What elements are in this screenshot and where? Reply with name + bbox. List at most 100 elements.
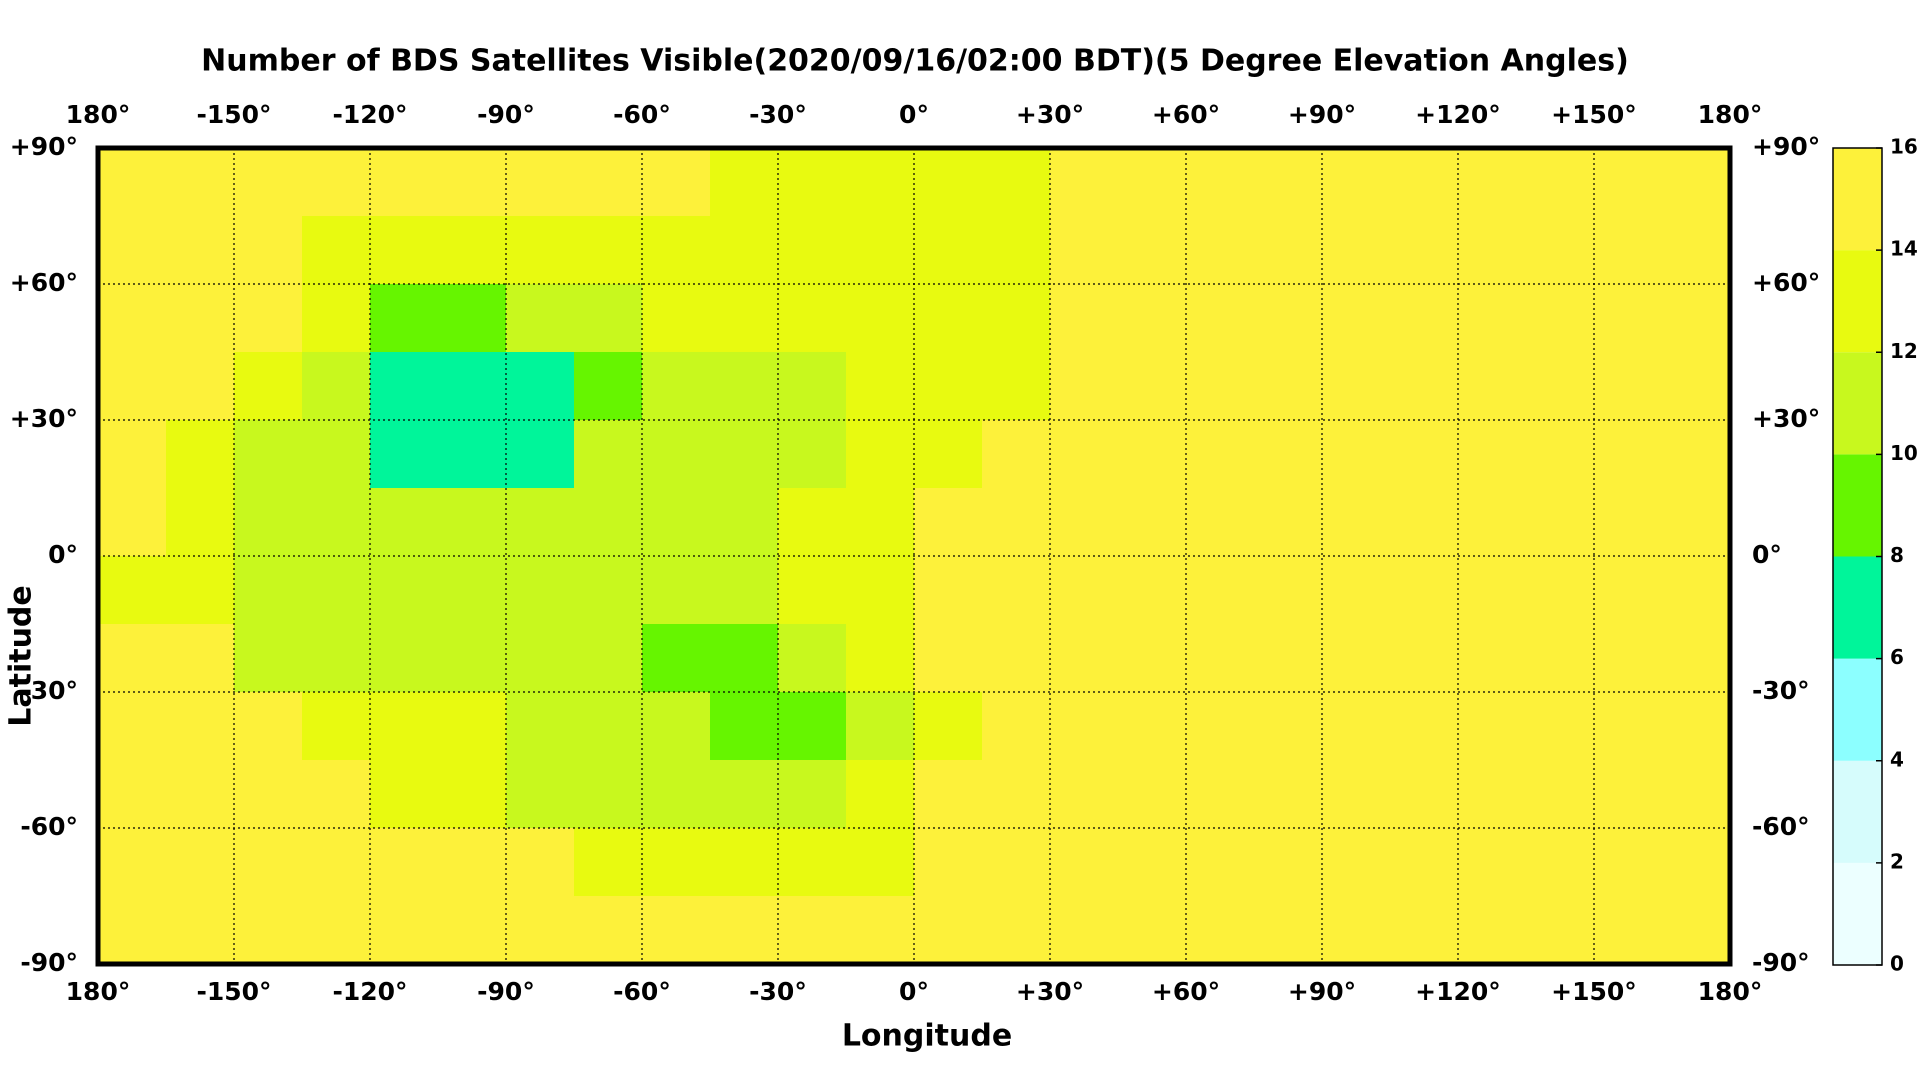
- heatmap-cell: [1118, 624, 1187, 693]
- chart-title: Number of BDS Satellites Visible(2020/09…: [201, 44, 1629, 79]
- x-tick-label-top: -150°: [196, 100, 271, 129]
- heatmap-cell: [1390, 420, 1459, 489]
- heatmap-cell: [846, 692, 915, 761]
- heatmap-cell: [1458, 148, 1527, 217]
- heatmap-cell: [1526, 488, 1595, 557]
- heatmap-cell: [438, 284, 507, 353]
- heatmap-cell: [370, 488, 439, 557]
- heatmap-cell: [1118, 488, 1187, 557]
- heatmap-cell: [166, 624, 235, 693]
- heatmap-cell: [1662, 148, 1731, 217]
- x-tick-label-top: -90°: [477, 100, 535, 129]
- heatmap-cell: [98, 828, 167, 897]
- heatmap-cell: [506, 692, 575, 761]
- x-tick-label: -90°: [477, 977, 535, 1006]
- heatmap-cell: [1526, 692, 1595, 761]
- heatmap-cell: [234, 692, 303, 761]
- heatmap-cell: [1390, 216, 1459, 285]
- heatmap-cell: [574, 828, 643, 897]
- heatmap-cell: [1186, 692, 1255, 761]
- heatmap-cell: [846, 420, 915, 489]
- heatmap-cell: [642, 692, 711, 761]
- heatmap-cell: [1458, 624, 1527, 693]
- heatmap-cell: [1050, 692, 1119, 761]
- heatmap-cell: [1526, 556, 1595, 625]
- heatmap-cell: [234, 352, 303, 421]
- y-tick-label-right: +60°: [1752, 268, 1820, 297]
- heatmap-cell: [642, 760, 711, 829]
- heatmap-cell: [234, 284, 303, 353]
- colorbar-label: 0: [1890, 952, 1904, 976]
- heatmap-cell: [1662, 896, 1731, 965]
- heatmap-cell: [914, 556, 983, 625]
- x-tick-label: 0°: [899, 977, 929, 1006]
- heatmap-cell: [1390, 352, 1459, 421]
- y-tick-label: +60°: [10, 268, 78, 297]
- heatmap-cell: [98, 624, 167, 693]
- colorbar-swatch: [1833, 862, 1882, 965]
- heatmap-cell: [846, 624, 915, 693]
- heatmap-cell: [1322, 352, 1391, 421]
- heatmap-cell: [1118, 352, 1187, 421]
- x-tick-label-top: +60°: [1152, 100, 1220, 129]
- heatmap-cell: [166, 352, 235, 421]
- heatmap-cell: [982, 420, 1051, 489]
- y-axis-label: Latitude: [4, 585, 39, 727]
- heatmap-cell: [1186, 488, 1255, 557]
- colorbar-swatch: [1833, 148, 1882, 251]
- heatmap-cell: [710, 216, 779, 285]
- heatmap-cell: [166, 692, 235, 761]
- heatmap-cell: [1050, 760, 1119, 829]
- heatmap-cell: [234, 896, 303, 965]
- colorbar-label: 6: [1890, 645, 1904, 669]
- heatmap-cell: [642, 148, 711, 217]
- heatmap-cell: [438, 216, 507, 285]
- heatmap-cell: [98, 556, 167, 625]
- heatmap-cell: [1390, 488, 1459, 557]
- heatmap-cell: [1050, 420, 1119, 489]
- heatmap-cell: [234, 624, 303, 693]
- y-tick-label: -90°: [20, 948, 78, 977]
- heatmap-cell: [914, 488, 983, 557]
- heatmap-cell: [710, 284, 779, 353]
- heatmap-cell: [1662, 760, 1731, 829]
- heatmap-cell: [1254, 692, 1323, 761]
- y-tick-label-right: +90°: [1752, 132, 1820, 161]
- x-tick-label-top: +150°: [1551, 100, 1637, 129]
- heatmap-cell: [1526, 828, 1595, 897]
- heatmap-cell: [1458, 828, 1527, 897]
- heatmap-cell: [370, 624, 439, 693]
- heatmap-cell: [642, 828, 711, 897]
- heatmap-cell: [1458, 284, 1527, 353]
- heatmap-cell: [710, 624, 779, 693]
- heatmap-cell: [1322, 488, 1391, 557]
- heatmap-cell: [1254, 284, 1323, 353]
- heatmap-cell: [1526, 896, 1595, 965]
- heatmap-cell: [642, 420, 711, 489]
- x-tick-label: -120°: [332, 977, 407, 1006]
- heatmap-cell: [778, 216, 847, 285]
- heatmap-cell: [438, 692, 507, 761]
- colorbar-swatch: [1833, 556, 1882, 659]
- heatmap-cell: [846, 148, 915, 217]
- heatmap-cell: [1254, 896, 1323, 965]
- heatmap-cell: [1254, 352, 1323, 421]
- heatmap-cell: [370, 352, 439, 421]
- x-tick-label-top: 0°: [899, 100, 929, 129]
- heatmap-cell: [710, 148, 779, 217]
- heatmap-cell: [1186, 284, 1255, 353]
- heatmap-cell: [846, 488, 915, 557]
- heatmap-cell: [778, 488, 847, 557]
- heatmap-cell: [778, 420, 847, 489]
- x-tick-label-top: 180°: [1698, 100, 1763, 129]
- heatmap-cell: [1050, 284, 1119, 353]
- heatmap-cell: [302, 216, 371, 285]
- x-tick-label: -150°: [196, 977, 271, 1006]
- heatmap-cell: [982, 692, 1051, 761]
- y-tick-label-right: 0°: [1752, 540, 1782, 569]
- heatmap-cell: [1050, 488, 1119, 557]
- heatmap-cell: [1254, 148, 1323, 217]
- heatmap-cell: [574, 488, 643, 557]
- heatmap-cell: [1050, 556, 1119, 625]
